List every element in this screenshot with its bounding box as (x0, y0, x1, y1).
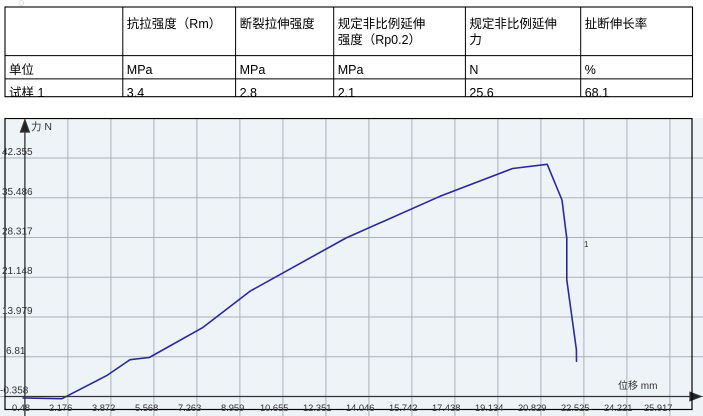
svg-text:6.81: 6.81 (6, 346, 26, 357)
svg-text:19.134: 19.134 (475, 403, 503, 413)
svg-text:28.317: 28.317 (2, 227, 33, 238)
svg-text:-0.358: -0.358 (0, 386, 29, 397)
svg-text:5.568: 5.568 (135, 403, 158, 413)
svg-text:17.438: 17.438 (432, 403, 460, 413)
svg-text:14.046: 14.046 (346, 403, 374, 413)
svg-text:25.917: 25.917 (644, 403, 672, 413)
svg-text:42.355: 42.355 (2, 147, 33, 158)
svg-text:1: 1 (584, 240, 589, 249)
svg-text:力 N: 力 N (31, 120, 52, 133)
svg-text:0.48: 0.48 (12, 403, 30, 413)
svg-text:15.742: 15.742 (389, 403, 417, 413)
svg-text:位移 mm: 位移 mm (618, 379, 657, 392)
svg-text:22.525: 22.525 (561, 403, 589, 413)
svg-text:8.959: 8.959 (221, 403, 244, 413)
svg-text:35.486: 35.486 (2, 187, 33, 198)
svg-text:24.221: 24.221 (604, 403, 632, 413)
svg-text:2.176: 2.176 (49, 403, 72, 413)
svg-text:20.829: 20.829 (518, 403, 546, 413)
svg-text:7.263: 7.263 (178, 403, 201, 413)
svg-text:13.979: 13.979 (2, 306, 33, 317)
svg-text:10.655: 10.655 (260, 403, 288, 413)
svg-text:12.351: 12.351 (303, 403, 331, 413)
svg-text:21.148: 21.148 (2, 266, 33, 277)
svg-text:3.872: 3.872 (92, 403, 115, 413)
